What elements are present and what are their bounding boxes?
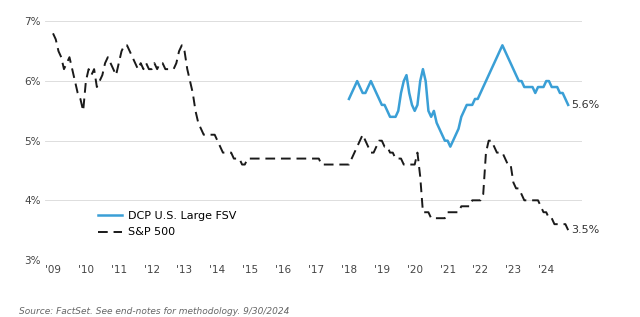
- Text: Source: FactSet. See end-notes for methodology. 9/30/2024: Source: FactSet. See end-notes for metho…: [19, 307, 289, 316]
- Text: 5.6%: 5.6%: [571, 100, 599, 110]
- Text: 3.5%: 3.5%: [571, 225, 599, 235]
- Legend: DCP U.S. Large FSV, S&P 500: DCP U.S. Large FSV, S&P 500: [93, 206, 241, 242]
